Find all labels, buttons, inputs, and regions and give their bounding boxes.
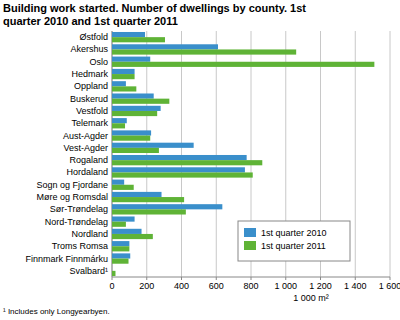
- bar: [112, 143, 194, 148]
- legend-swatch: [244, 228, 256, 237]
- category-label: Nord-Trøndelag: [45, 217, 108, 227]
- tick-label: 1 000: [274, 281, 297, 291]
- bar: [112, 222, 126, 227]
- bar: [112, 118, 127, 123]
- bar: [112, 185, 134, 190]
- bar: [112, 44, 218, 49]
- category-label: Oslo: [89, 57, 108, 67]
- bar: [112, 172, 253, 177]
- category-label: Sør-Trøndelag: [50, 204, 108, 214]
- category-label: Svalbard¹: [69, 266, 108, 276]
- grid-line: [112, 31, 113, 277]
- category-label: Oppland: [74, 81, 108, 91]
- category-label: Aust-Agder: [63, 131, 108, 141]
- legend-box: [238, 221, 350, 261]
- bar: [112, 37, 165, 42]
- category-label: Østfold: [79, 32, 108, 42]
- bar: [112, 180, 124, 185]
- bar: [112, 106, 161, 111]
- bar: [112, 197, 184, 202]
- bar: [112, 271, 115, 276]
- tick-label: 200: [139, 281, 154, 291]
- category-label: Hedmark: [71, 69, 108, 79]
- tick-label: 800: [243, 281, 258, 291]
- bar: [112, 49, 296, 54]
- bar: [112, 130, 151, 135]
- category-label: Akershus: [70, 44, 108, 54]
- axis-title: 1 000 m²: [293, 293, 329, 303]
- category-label: Sogn og Fjordane: [36, 180, 108, 190]
- category-label: Rogaland: [69, 155, 108, 165]
- bar: [112, 241, 129, 246]
- bar: [112, 209, 186, 214]
- title: Building work started. Number of dwellin…: [3, 2, 333, 28]
- bar: [112, 216, 135, 221]
- bar: [112, 229, 142, 234]
- category-label: Vest-Agder: [63, 143, 108, 153]
- bar: [112, 99, 169, 104]
- category-label: Telemark: [71, 118, 108, 128]
- bar: [112, 234, 153, 239]
- bar: [112, 259, 129, 264]
- legend-label: 1st quarter 2010: [261, 228, 327, 238]
- legend-label: 1st quarter 2011: [261, 241, 326, 251]
- bar: [112, 86, 136, 91]
- grid-line: [216, 31, 217, 277]
- bar: [112, 136, 150, 141]
- bar: [112, 160, 262, 165]
- bar: [112, 204, 222, 209]
- chart-svg: 0 200 400 600 800 1 000 1 200 1 400 1 600 Østfold…: [0, 0, 400, 320]
- bar: [112, 155, 247, 160]
- category-label: Troms Romsa: [52, 241, 108, 251]
- grid-line: [146, 31, 147, 277]
- category-label: Finnmark Finnmárku: [25, 254, 108, 264]
- tick-label: 0: [109, 281, 114, 291]
- category-label: Hordaland: [66, 167, 108, 177]
- legend-swatch: [244, 241, 256, 250]
- bar: [112, 74, 135, 79]
- tick-label: 600: [209, 281, 224, 291]
- bar: [112, 69, 135, 74]
- axis-line: [112, 31, 113, 277]
- bar: [112, 57, 150, 62]
- tick-label: 1 200: [309, 281, 332, 291]
- bar: [112, 62, 374, 67]
- bar: [112, 32, 145, 37]
- category-label: Nordland: [71, 229, 108, 239]
- category-label: Vestfold: [76, 106, 108, 116]
- bar: [112, 148, 159, 153]
- bar: [112, 123, 125, 128]
- tick-label: 1 600: [379, 281, 400, 291]
- bar: [112, 93, 154, 98]
- footnote: ¹ Includes only Longyearbyen.: [3, 307, 110, 316]
- category-label: Buskerud: [70, 94, 108, 104]
- bar: [112, 246, 129, 251]
- chart: Building work started. Number of dwellin…: [0, 0, 400, 320]
- axis-line: [112, 277, 390, 278]
- tick-label: 1 400: [344, 281, 367, 291]
- bar: [112, 192, 162, 197]
- tick-label: 400: [174, 281, 189, 291]
- bar: [112, 253, 130, 258]
- bars: [112, 32, 374, 276]
- category-label: Møre og Romsdal: [36, 192, 108, 202]
- bar: [112, 167, 245, 172]
- bar: [112, 81, 126, 86]
- grid-line: [181, 31, 182, 277]
- bar: [112, 266, 113, 271]
- grid-line: [355, 31, 356, 277]
- grid-line: [390, 31, 391, 277]
- bar: [112, 111, 157, 116]
